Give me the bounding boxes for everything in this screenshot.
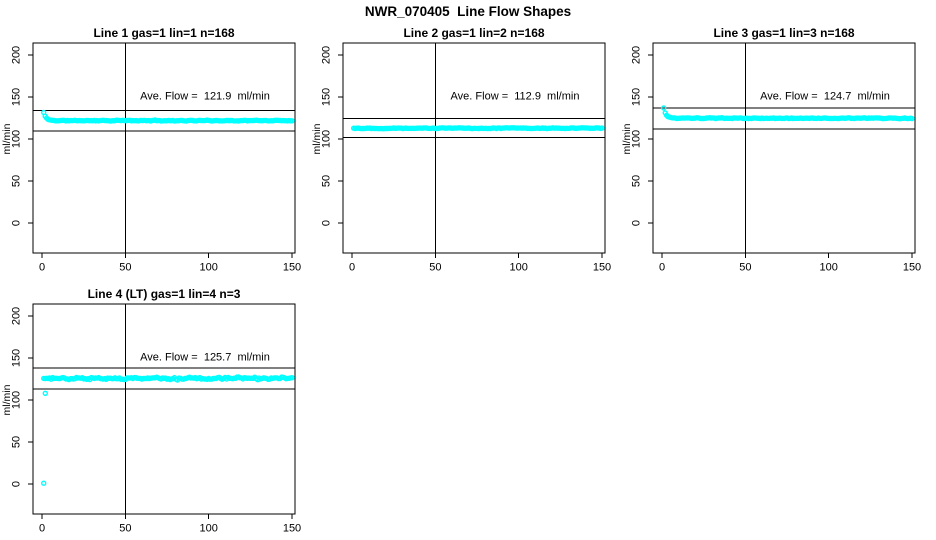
x-tick-label: 50 bbox=[739, 261, 752, 274]
y-tick-label: 200 bbox=[10, 45, 23, 65]
y-tick-label: 50 bbox=[320, 174, 333, 188]
y-tick-label: 150 bbox=[320, 87, 333, 107]
ave-flow-annotation: Ave. Flow = 112.9 ml/min bbox=[450, 90, 580, 103]
x-tick-label: 150 bbox=[592, 261, 612, 274]
y-tick-label: 100 bbox=[320, 129, 333, 149]
plot-box bbox=[32, 303, 296, 515]
outlier-point bbox=[41, 480, 47, 486]
y-tick-label: 200 bbox=[630, 45, 643, 65]
y-tick-label: 200 bbox=[320, 45, 333, 65]
subplot-1 bbox=[28, 42, 296, 258]
data-point bbox=[289, 118, 295, 124]
x-tick-label: 100 bbox=[819, 261, 838, 274]
y-tick-label: 150 bbox=[10, 348, 23, 368]
subplot-3 bbox=[648, 42, 916, 258]
y-tick-label: 100 bbox=[10, 129, 23, 149]
y-axis-label: ml/min bbox=[310, 123, 323, 155]
data-point bbox=[599, 125, 605, 131]
y-tick-label: 0 bbox=[630, 219, 643, 227]
x-tick-label: 0 bbox=[38, 261, 46, 274]
y-tick-label: 50 bbox=[10, 174, 23, 188]
plot-box bbox=[32, 42, 296, 254]
x-tick-label: 0 bbox=[348, 261, 356, 274]
y-tick-label: 0 bbox=[10, 480, 23, 488]
ave-flow-annotation: Ave. Flow = 125.7 ml/min bbox=[140, 351, 270, 364]
x-tick-label: 150 bbox=[282, 522, 302, 535]
subplot-title: Line 3 gas=1 lin=3 n=168 bbox=[713, 26, 855, 40]
y-tick-label: 150 bbox=[10, 87, 23, 107]
x-tick-label: 100 bbox=[199, 522, 218, 535]
data-point bbox=[289, 375, 295, 381]
y-tick-label: 100 bbox=[630, 129, 643, 149]
y-tick-label: 50 bbox=[10, 435, 23, 449]
ave-flow-annotation: Ave. Flow = 124.7 ml/min bbox=[760, 90, 890, 103]
figure-title: NWR_070405 Line Flow Shapes bbox=[364, 4, 572, 19]
subplot-2 bbox=[338, 42, 606, 258]
x-tick-label: 0 bbox=[38, 522, 46, 535]
x-tick-label: 100 bbox=[199, 261, 218, 274]
x-tick-label: 0 bbox=[658, 261, 666, 274]
data-point bbox=[661, 105, 667, 111]
x-tick-label: 150 bbox=[282, 261, 302, 274]
subplot-title: Line 4 (LT) gas=1 lin=4 n=3 bbox=[87, 287, 241, 301]
subplot-title: Line 2 gas=1 lin=2 n=168 bbox=[403, 26, 545, 40]
y-tick-label: 50 bbox=[630, 174, 643, 188]
x-tick-label: 50 bbox=[429, 261, 442, 274]
y-tick-label: 200 bbox=[10, 306, 23, 326]
ave-flow-annotation: Ave. Flow = 121.9 ml/min bbox=[140, 90, 270, 103]
y-tick-label: 150 bbox=[630, 87, 643, 107]
y-axis-label: ml/min bbox=[620, 123, 633, 155]
subplot-4 bbox=[28, 303, 296, 519]
plot-box bbox=[652, 42, 916, 254]
subplot-title: Line 1 gas=1 lin=1 n=168 bbox=[93, 26, 235, 40]
y-tick-label: 0 bbox=[320, 219, 333, 227]
x-tick-label: 50 bbox=[119, 261, 132, 274]
outlier-point bbox=[42, 390, 48, 396]
y-tick-label: 0 bbox=[10, 219, 23, 227]
x-tick-label: 150 bbox=[902, 261, 922, 274]
plot-box bbox=[342, 42, 606, 254]
y-axis-label: ml/min bbox=[0, 384, 13, 416]
y-axis-label: ml/min bbox=[0, 123, 13, 155]
y-tick-label: 100 bbox=[10, 390, 23, 410]
x-tick-label: 50 bbox=[119, 522, 132, 535]
data-point bbox=[909, 115, 915, 122]
x-tick-label: 100 bbox=[509, 261, 528, 274]
